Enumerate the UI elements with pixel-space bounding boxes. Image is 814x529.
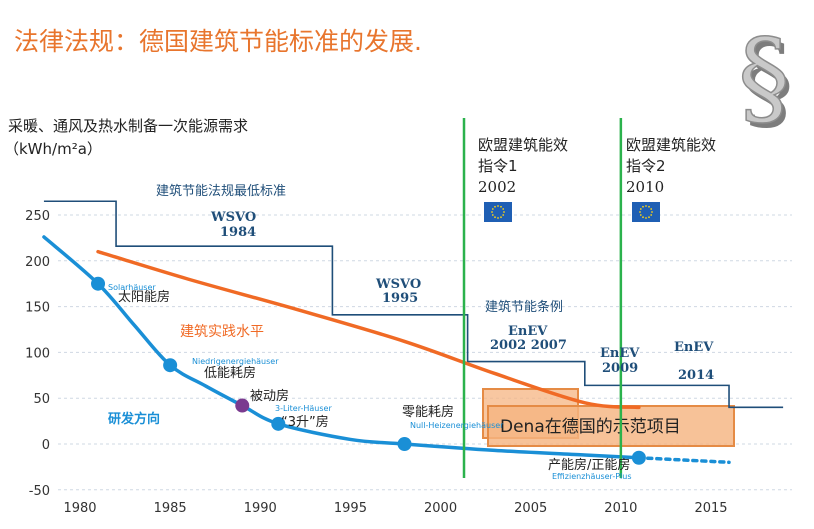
milestone-marker[interactable] (631, 450, 646, 465)
research-curve-projection (637, 455, 731, 465)
research-series-label: 研发方向 (108, 411, 160, 427)
section-sign-icon: § § (737, 15, 794, 143)
standard-step-line (43, 200, 784, 409)
eu-flag-star (645, 217, 647, 219)
y-tick-label: 100 (25, 346, 50, 361)
eu-flag-star (639, 208, 642, 210)
y-tick-label: -50 (29, 484, 50, 499)
eu-flag-star (497, 217, 499, 219)
y-axis-unit: （kWh/m²a） (4, 140, 102, 158)
x-axis-ticks: 1980 1985 1990 1995 2000 2005 2010 2015 (63, 501, 727, 516)
milestone-marker[interactable] (91, 276, 106, 291)
practice-line (96, 249, 641, 410)
svg-text:§: § (742, 21, 794, 143)
milestone-marker[interactable] (397, 437, 412, 451)
eu-flag-star (645, 205, 647, 207)
y-tick-label: 50 (33, 392, 50, 407)
y-tick-label: 200 (25, 255, 50, 270)
milestone-label-de: Null-Heizenergiehäuser (410, 421, 504, 430)
eu-flag-star (650, 214, 653, 216)
wsvo-1984-year: 1984 (220, 225, 256, 240)
milestone-marker[interactable] (271, 416, 286, 431)
eu-flag-star (642, 205, 644, 208)
eu-flag-star (494, 216, 496, 219)
eu-directive-number: 指令1 (478, 157, 518, 175)
enev-2009-label: EnEV (600, 346, 640, 361)
standard-line-label: 建筑节能法规最低标准 (156, 183, 286, 199)
eu-flag-star (494, 205, 496, 208)
milestone-label-zh: 产能房/正能房 (548, 457, 630, 473)
eu-directive-year: 2002 (478, 178, 516, 196)
eu-flag-star (491, 214, 494, 216)
energy-regulation-label: 建筑节能条例 (485, 299, 563, 315)
wsvo-1995-year: 1995 (382, 291, 418, 306)
eu-flag-star (639, 211, 641, 213)
dena-callout-text: Dena在德国的示范项目 (500, 417, 681, 437)
x-tick-label: 2015 (694, 501, 727, 516)
y-axis-label: 采暖、通风及热水制备一次能源需求 (8, 117, 248, 135)
wsvo-1984-label: WSVO (210, 210, 256, 225)
eu-flag-star (650, 208, 653, 210)
milestone-label-de: Solarhäuser (108, 283, 156, 292)
y-tick-label: 150 (25, 301, 50, 316)
gridlines (58, 214, 792, 491)
eu-flag-star (497, 205, 499, 207)
eu-directive-number: 指令2 (626, 157, 666, 175)
eu-flag-star (639, 214, 642, 216)
eu-flag-star (491, 211, 493, 213)
x-tick-label: 2005 (514, 501, 547, 516)
wsvo-1995-label: WSVO (375, 277, 421, 292)
milestone-label-zh: “3升”房 (281, 414, 329, 430)
enev-2014-year: 2014 (678, 368, 714, 383)
eu-flag-star (502, 208, 505, 210)
eu-directive-title: 欧盟建筑能效 (626, 136, 716, 154)
practice-series-label: 建筑实践水平 (180, 324, 264, 340)
y-tick-label: 0 (42, 438, 50, 453)
page-title: 法律法规：德国建筑节能标准的发展. (14, 27, 422, 56)
eu-flag-star (500, 216, 502, 219)
svg-text:§: § (738, 16, 790, 138)
enev-2009-year: 2009 (602, 361, 638, 376)
y-axis-ticks: 250 200 150 100 50 0 -50 (25, 209, 50, 499)
enev-2002-label: EnEV (508, 324, 548, 339)
milestone-label-de: Niedrigenergiehäuser (192, 357, 279, 366)
milestone-label-zh: 被动房 (250, 388, 289, 404)
enev-2014-label: EnEV (674, 340, 714, 355)
y-tick-label: 250 (25, 209, 50, 224)
milestone-label-de: 3-Liter-Häuser (275, 404, 332, 413)
milestone-marker[interactable] (235, 398, 250, 413)
eu-flag-star (648, 205, 650, 208)
eu-flag-star (648, 216, 650, 219)
research-curve (42, 235, 641, 460)
x-tick-label: 1990 (244, 501, 277, 516)
eu-flag-star (500, 205, 502, 208)
enev-2002-year: 2002 2007 (490, 338, 567, 353)
milestone-label-zh: 太阳能房 (118, 289, 170, 305)
eu-directive-title: 欧盟建筑能效 (478, 136, 568, 154)
x-tick-label: 2010 (604, 501, 637, 516)
milestone-label-de: Effizienzhäuser-Plus (552, 472, 631, 481)
eu-flag-star (651, 211, 653, 213)
standard-labels: 建筑节能法规最低标准 WSVO 1984 WSVO 1995 建筑节能条例 En… (156, 183, 714, 383)
chart-series (42, 200, 784, 465)
x-tick-label: 1985 (154, 501, 187, 516)
milestone-label-zh: 低能耗房 (204, 365, 256, 381)
eu-flag-star (642, 216, 644, 219)
milestone-label-zh: 零能耗房 (402, 404, 454, 420)
eu-flag-icon (632, 202, 660, 222)
eu-flag-star (491, 208, 494, 210)
x-tick-label: 1980 (63, 501, 96, 516)
x-tick-label: 2000 (424, 501, 457, 516)
eu-flag-icon (484, 202, 512, 222)
milestone-marker[interactable] (163, 358, 178, 373)
dena-callout[interactable]: Dena在德国的示范项目 (482, 388, 735, 447)
eu-flag-star (502, 214, 505, 216)
x-tick-label: 1995 (334, 501, 367, 516)
dena-callout-box-front (487, 405, 735, 447)
eu-directive-year: 2010 (626, 178, 664, 196)
eu-flag-star (503, 211, 505, 213)
